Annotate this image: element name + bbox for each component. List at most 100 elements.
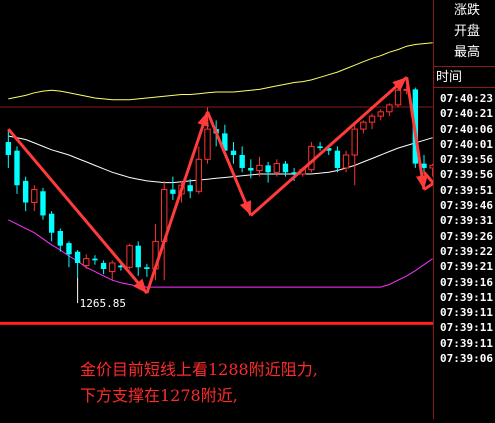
time-column-header: 时间 — [434, 66, 495, 88]
time-item: 07:39:11 — [440, 290, 493, 304]
time-list: 07:40:23 07:40:21 07:40:06 07:40:01 07:39:56… — [440, 91, 495, 366]
time-item: 07:39:11 — [440, 306, 493, 320]
trend-arrow-head — [415, 174, 428, 190]
candle — [83, 254, 90, 269]
open-button[interactable]: 开盘 — [453, 24, 480, 39]
time-item: 07:40:01 — [440, 137, 493, 151]
candle — [170, 176, 176, 200]
candle-body — [351, 128, 358, 156]
trend-arrow-head — [239, 200, 251, 216]
kline-chart[interactable]: 1265.85 金价目前短线上看1288附近阻力, 下方支撑在1278附近, — [0, 0, 452, 419]
candle — [118, 263, 124, 271]
candle-body — [14, 150, 20, 186]
candle-body — [170, 189, 176, 194]
candle — [308, 142, 315, 173]
candle — [187, 179, 193, 199]
candle-body — [222, 133, 228, 151]
candle-body — [66, 243, 72, 255]
candle — [144, 263, 150, 277]
candle — [14, 146, 20, 194]
candle — [394, 85, 402, 108]
trend-arrow — [145, 111, 209, 294]
candle — [126, 243, 133, 269]
candle-body — [5, 142, 12, 155]
candle-body — [187, 185, 193, 192]
time-item: 07:39:16 — [440, 275, 493, 289]
candle-body — [334, 150, 341, 168]
candle — [66, 241, 72, 268]
candle — [342, 150, 350, 173]
candle-body — [118, 265, 124, 268]
candle — [377, 109, 384, 121]
trend-arrow-line — [7, 128, 149, 295]
candle — [248, 159, 254, 179]
candle-body — [386, 104, 393, 113]
candle-body — [230, 150, 237, 155]
candle-body — [326, 148, 332, 151]
trend-arrow — [206, 111, 253, 217]
trend-arrow — [249, 76, 408, 217]
candle — [265, 161, 271, 183]
candle — [351, 124, 358, 186]
trend-arrow-head — [133, 278, 147, 294]
candle — [386, 103, 393, 117]
time-item: 07:39:56 — [440, 168, 493, 182]
candle-body — [92, 258, 98, 261]
candle-body — [282, 163, 289, 173]
candle — [57, 228, 63, 252]
candle — [239, 146, 245, 173]
candle-body — [248, 167, 254, 171]
candle — [161, 180, 168, 281]
candle-body — [57, 231, 63, 246]
candle — [100, 260, 107, 275]
candle — [256, 156, 263, 177]
time-item: 07:39:06 — [440, 352, 493, 366]
trend-arrow-head — [197, 111, 209, 127]
candle — [195, 146, 203, 194]
candle — [5, 129, 12, 168]
kline-svg: 1265.85 金价目前短线上看1288附近阻力, 下方支撑在1278附近, — [0, 42, 452, 405]
candle — [334, 146, 341, 173]
annotation-line-1: 金价目前短线上看1288附近阻力, — [80, 360, 318, 379]
time-item: 07:39:51 — [440, 183, 493, 197]
candle — [22, 176, 29, 212]
trend-arrow-head — [392, 77, 407, 92]
trend-arrow-line — [405, 77, 426, 190]
candle-body — [377, 111, 384, 117]
candle — [135, 241, 141, 276]
middle-band-line — [8, 135, 433, 184]
candle — [317, 142, 323, 151]
candle-body — [48, 213, 55, 233]
candle — [368, 113, 376, 130]
change-button[interactable]: 涨跌 — [453, 3, 480, 18]
candle-body — [31, 189, 38, 204]
candle-body — [144, 267, 150, 269]
time-item: 07:39:26 — [440, 229, 493, 243]
candle-body — [265, 165, 271, 173]
time-item: 07:39:31 — [440, 214, 493, 228]
candle-body — [126, 245, 133, 268]
candle-body — [204, 128, 211, 160]
candle-body — [40, 191, 46, 216]
column-buttons: 涨跌 开盘 最高 — [438, 0, 495, 63]
time-item: 07:39:11 — [440, 336, 493, 350]
time-item: 07:39:21 — [440, 260, 493, 274]
candle-body — [135, 245, 141, 268]
candle — [48, 211, 55, 242]
candle — [31, 185, 38, 212]
candle — [421, 155, 427, 173]
trend-arrow-line — [249, 76, 408, 217]
high-button[interactable]: 最高 — [453, 45, 480, 60]
trend-arrow-line — [206, 111, 253, 217]
candle-body — [100, 262, 107, 269]
time-item: 07:39:56 — [440, 153, 493, 167]
candle-body — [342, 154, 350, 169]
trend-arrow — [7, 128, 149, 295]
candle — [92, 255, 98, 265]
candle — [282, 161, 289, 177]
candle-body — [109, 262, 116, 273]
time-item: 07:39:22 — [440, 244, 493, 258]
candle-body — [291, 172, 297, 174]
time-item: 07:40:06 — [440, 122, 493, 136]
candle-body — [421, 163, 427, 168]
